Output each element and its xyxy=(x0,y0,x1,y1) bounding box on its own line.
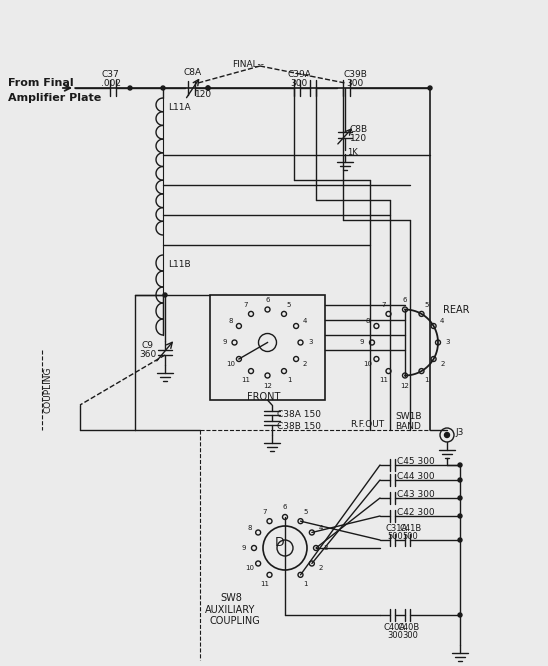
Circle shape xyxy=(458,463,462,467)
Text: C8B: C8B xyxy=(350,125,368,134)
Text: C38A 150: C38A 150 xyxy=(277,410,321,419)
Text: 10: 10 xyxy=(245,565,254,571)
Circle shape xyxy=(444,432,449,438)
Text: Amplifier Plate: Amplifier Plate xyxy=(8,93,101,103)
Circle shape xyxy=(428,86,432,90)
Text: 1K: 1K xyxy=(347,148,358,157)
Text: C31A: C31A xyxy=(385,524,407,533)
Text: C39A: C39A xyxy=(287,70,311,79)
Text: COUPLING: COUPLING xyxy=(43,367,53,413)
Text: 5: 5 xyxy=(287,302,291,308)
Text: 120: 120 xyxy=(350,134,367,143)
Text: 6: 6 xyxy=(265,296,270,302)
Text: COUPLING: COUPLING xyxy=(210,616,261,626)
Text: 7: 7 xyxy=(381,302,386,308)
Circle shape xyxy=(458,514,462,518)
Text: 10: 10 xyxy=(363,361,372,367)
Circle shape xyxy=(161,86,165,90)
Text: J3: J3 xyxy=(455,428,464,437)
Circle shape xyxy=(163,293,167,297)
Text: C39B: C39B xyxy=(344,70,368,79)
Text: 9: 9 xyxy=(359,340,364,346)
Text: 11: 11 xyxy=(242,377,250,383)
Text: C37: C37 xyxy=(101,70,119,79)
Text: 300: 300 xyxy=(290,79,307,88)
Text: C45 300: C45 300 xyxy=(397,457,435,466)
Text: 3: 3 xyxy=(308,340,313,346)
Text: 8: 8 xyxy=(366,318,370,324)
Text: 8: 8 xyxy=(228,318,232,324)
Text: 9: 9 xyxy=(222,340,227,346)
Text: 120: 120 xyxy=(195,90,212,99)
Text: 2: 2 xyxy=(318,565,323,571)
Text: 4: 4 xyxy=(318,525,323,531)
Text: .002: .002 xyxy=(101,79,121,88)
Circle shape xyxy=(206,86,210,90)
Text: C44 300: C44 300 xyxy=(397,472,435,481)
Text: 4: 4 xyxy=(302,318,307,324)
Text: From Final: From Final xyxy=(8,78,73,88)
Circle shape xyxy=(458,478,462,482)
Text: 7: 7 xyxy=(262,509,267,515)
Text: L11A: L11A xyxy=(168,103,191,112)
Text: 1: 1 xyxy=(424,377,429,383)
Text: 3: 3 xyxy=(324,545,328,551)
Text: 3: 3 xyxy=(446,340,450,346)
Text: 2: 2 xyxy=(302,361,307,367)
Text: 11: 11 xyxy=(379,377,388,383)
Text: 300: 300 xyxy=(402,631,418,640)
Text: D: D xyxy=(275,537,285,549)
Text: 500: 500 xyxy=(402,532,418,541)
Text: 1: 1 xyxy=(287,377,291,383)
Text: 6: 6 xyxy=(283,504,287,510)
Text: C9: C9 xyxy=(141,341,153,350)
Text: C40B: C40B xyxy=(398,623,420,632)
Text: 5: 5 xyxy=(303,509,307,515)
Text: BAND: BAND xyxy=(395,422,421,431)
Text: 8: 8 xyxy=(247,525,252,531)
Text: SW1B: SW1B xyxy=(395,412,421,421)
Text: C42 300: C42 300 xyxy=(397,508,435,517)
Text: C38B 150: C38B 150 xyxy=(277,422,321,431)
Text: FRONT: FRONT xyxy=(248,392,281,402)
Text: C41B: C41B xyxy=(400,524,423,533)
Text: 5: 5 xyxy=(424,302,429,308)
Circle shape xyxy=(458,613,462,617)
Text: 7: 7 xyxy=(244,302,248,308)
Text: 4: 4 xyxy=(440,318,444,324)
Text: 500: 500 xyxy=(387,532,403,541)
Circle shape xyxy=(458,538,462,542)
Text: 300: 300 xyxy=(387,631,403,640)
Circle shape xyxy=(128,86,132,90)
Text: REAR: REAR xyxy=(443,305,470,315)
Text: 9: 9 xyxy=(242,545,246,551)
Text: 10: 10 xyxy=(226,361,235,367)
Text: L11B: L11B xyxy=(168,260,191,269)
Text: C8A: C8A xyxy=(183,68,201,77)
Circle shape xyxy=(458,496,462,500)
Text: 12: 12 xyxy=(263,382,272,388)
Text: SW8: SW8 xyxy=(220,593,242,603)
Text: 360: 360 xyxy=(139,350,156,359)
Text: 12: 12 xyxy=(401,382,409,388)
Text: C40A: C40A xyxy=(383,623,405,632)
Text: 300: 300 xyxy=(346,79,363,88)
Text: R.F.OUT: R.F.OUT xyxy=(350,420,384,429)
Bar xyxy=(210,295,325,400)
Text: 11: 11 xyxy=(260,581,269,587)
Circle shape xyxy=(206,86,210,90)
Text: C43 300: C43 300 xyxy=(397,490,435,499)
Text: 1: 1 xyxy=(303,581,308,587)
Text: AUXILIARY: AUXILIARY xyxy=(205,605,255,615)
Text: 6: 6 xyxy=(403,296,407,302)
Text: 2: 2 xyxy=(440,361,444,367)
Text: FINAL--: FINAL-- xyxy=(232,60,264,69)
